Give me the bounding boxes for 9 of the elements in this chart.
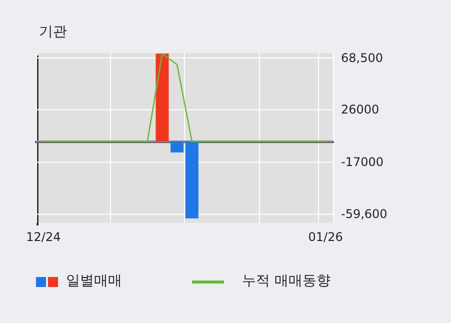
x-tick-label: 01/26 xyxy=(308,230,343,244)
x-tick-label: 12/24 xyxy=(26,230,61,244)
legend-label: 누적 매매동향 xyxy=(242,273,330,289)
chart-title: 기관 xyxy=(39,24,67,40)
legend-label: 일별매매 xyxy=(66,273,122,289)
y-tick-label: -17000 xyxy=(341,155,384,170)
y-tick-label: 68,500 xyxy=(341,50,383,65)
y-tick-label: 26000 xyxy=(341,102,380,117)
y-tick-label: -59,600 xyxy=(341,207,388,222)
